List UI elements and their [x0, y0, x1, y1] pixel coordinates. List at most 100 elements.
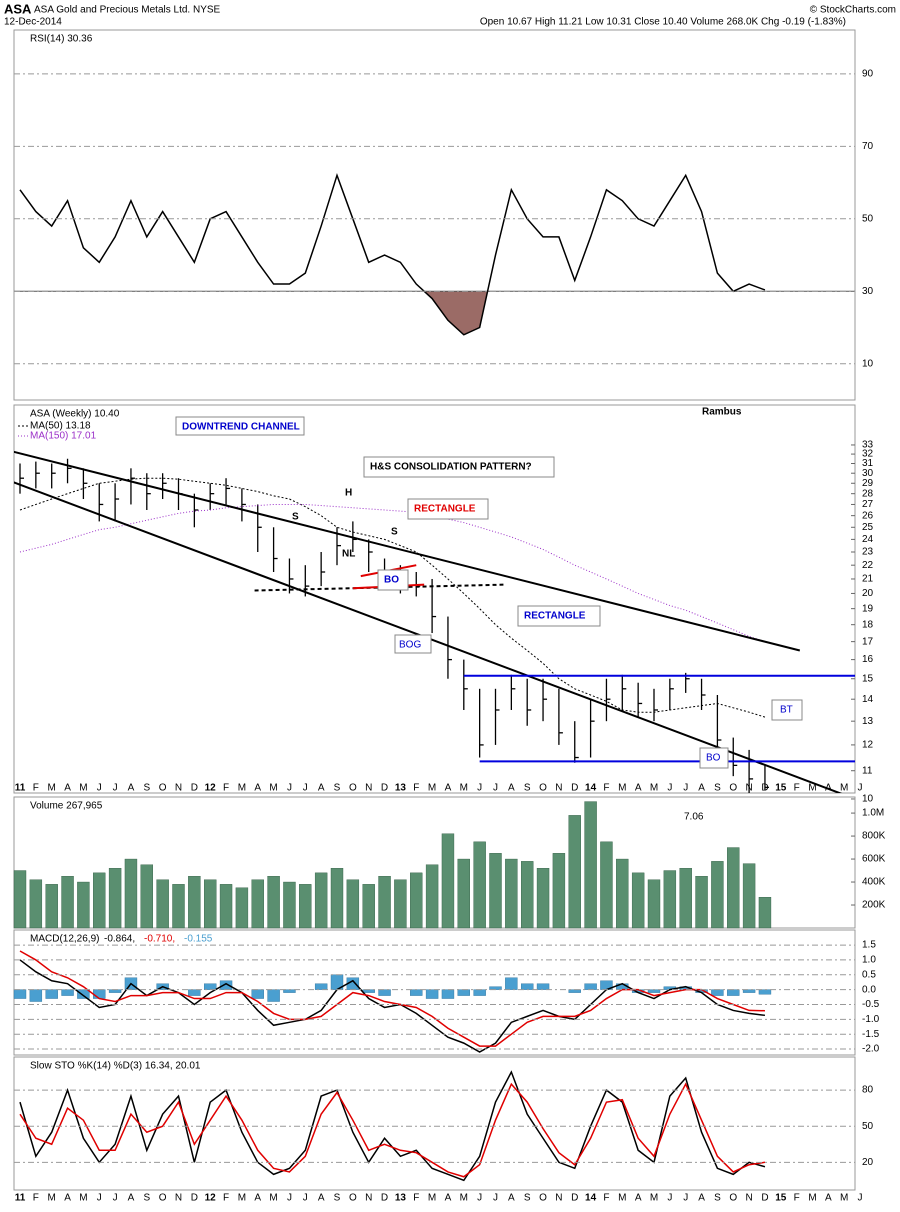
series-line [19, 172, 766, 336]
y-tick-label: 14 [862, 694, 874, 705]
x-tick-label: A [445, 1193, 452, 1204]
x-tick-label: N [745, 783, 752, 794]
x-tick-label: M [650, 783, 658, 794]
panel-title: MACD(12,26,9) [30, 934, 99, 945]
x-tick-label: J [97, 783, 102, 794]
panel [14, 450, 855, 793]
x-tick-label: J [477, 1193, 482, 1204]
histogram-bar [410, 989, 423, 996]
volume-bar [45, 884, 58, 929]
x-tick-label: D [381, 1193, 388, 1204]
volume-bar [711, 861, 724, 929]
histogram-bar [711, 989, 724, 996]
y-tick-label: 26 [862, 510, 874, 521]
x-tick-label: A [254, 783, 261, 794]
y-tick-label: 400K [862, 877, 886, 888]
x-tick-label: O [729, 1193, 737, 1204]
panel [14, 172, 855, 336]
x-tick-label: O [729, 783, 737, 794]
callout [517, 605, 601, 627]
panel-title: Slow STO %K(14) %D(3) 16.34, 20.01 [30, 1061, 201, 1072]
y-tick-label: 50 [862, 213, 874, 224]
annotation: RECTANGLE [414, 504, 476, 515]
volume-bar [663, 870, 677, 929]
annotation: H [345, 488, 352, 499]
y-tick-label: 600K [862, 854, 886, 865]
x-tick-label: A [635, 1193, 642, 1204]
histogram-bar [378, 989, 391, 996]
x-tick-label: D [571, 783, 578, 794]
volume-bar [758, 897, 772, 929]
callout [771, 699, 803, 721]
x-tick-label: J [858, 783, 863, 794]
volume-bar [267, 876, 280, 929]
histogram-bar [457, 989, 470, 996]
legend-label: -0.155 [184, 934, 213, 945]
x-tick-label: A [318, 1193, 325, 1204]
volume-bar [521, 861, 534, 929]
x-tick-label: D [571, 1193, 578, 1204]
callout [175, 416, 305, 436]
y-tick-label: 90 [862, 69, 874, 80]
y-tick-label: 1.0 [862, 955, 876, 966]
histogram-bar [267, 989, 280, 1002]
x-tick-label: 11 [15, 1193, 26, 1204]
x-tick-label: N [365, 1193, 372, 1204]
legend-label: -0.864, [104, 934, 135, 945]
x-tick-label: S [714, 783, 721, 794]
volume-bar [346, 879, 360, 929]
volume-bar [314, 872, 328, 929]
x-tick-label: F [794, 783, 800, 794]
x-tick-label: A [128, 1193, 135, 1204]
x-tick-label: J [287, 783, 292, 794]
y-tick-label: 800K [862, 831, 886, 842]
volume-bar [156, 879, 169, 929]
volume-bar [299, 884, 312, 929]
x-tick-label: S [524, 1193, 531, 1204]
x-tick-label: M [808, 783, 816, 794]
y-tick-label: 80 [862, 1085, 874, 1096]
histogram-bar [314, 983, 328, 990]
y-tick-label: 30 [862, 468, 874, 479]
panel-title: RSI(14) 30.36 [30, 34, 93, 45]
volume-bar [124, 858, 138, 929]
histogram-bar [536, 983, 550, 990]
y-tick-label: 17 [862, 636, 874, 647]
y-tick-label: 200K [862, 900, 886, 911]
histogram-bar [727, 989, 740, 996]
x-tick-label: J [858, 1193, 863, 1204]
x-tick-label: M [428, 1193, 436, 1204]
x-tick-label: A [508, 783, 515, 794]
y-tick-label: 21 [862, 574, 874, 585]
series-line [19, 959, 766, 1053]
x-tick-label: 15 [775, 783, 787, 794]
histogram-bar [45, 989, 58, 999]
x-tick-label: J [477, 783, 482, 794]
x-tick-label: M [48, 1193, 56, 1204]
x-tick-label: D [761, 783, 768, 794]
histogram-bar [441, 989, 455, 999]
histogram-bar [584, 983, 597, 990]
histogram-bar [505, 977, 518, 990]
quote: Open 10.67 High 11.21 Low 10.31 Close 10… [480, 17, 846, 28]
legend-label: MA(50) 13.18 [30, 421, 91, 432]
x-tick-label: 14 [585, 783, 597, 794]
volume-bar [410, 872, 423, 929]
volume-bar [552, 853, 566, 929]
x-tick-label: M [618, 783, 626, 794]
y-tick-label: -2.0 [862, 1044, 880, 1055]
x-tick-label: N [745, 1193, 752, 1204]
histogram-bar [13, 989, 27, 999]
note: 7.06 [684, 812, 704, 823]
volume-bar [13, 870, 27, 929]
x-tick-label: A [825, 1193, 832, 1204]
panel-frame [13, 29, 856, 401]
volume-bar [742, 863, 756, 929]
histogram-bar [29, 989, 43, 1002]
x-tick-label: S [714, 1193, 721, 1204]
x-tick-label: O [539, 783, 547, 794]
volume-bar [584, 801, 597, 929]
volume-bar [695, 876, 708, 929]
x-tick-label: A [445, 783, 452, 794]
